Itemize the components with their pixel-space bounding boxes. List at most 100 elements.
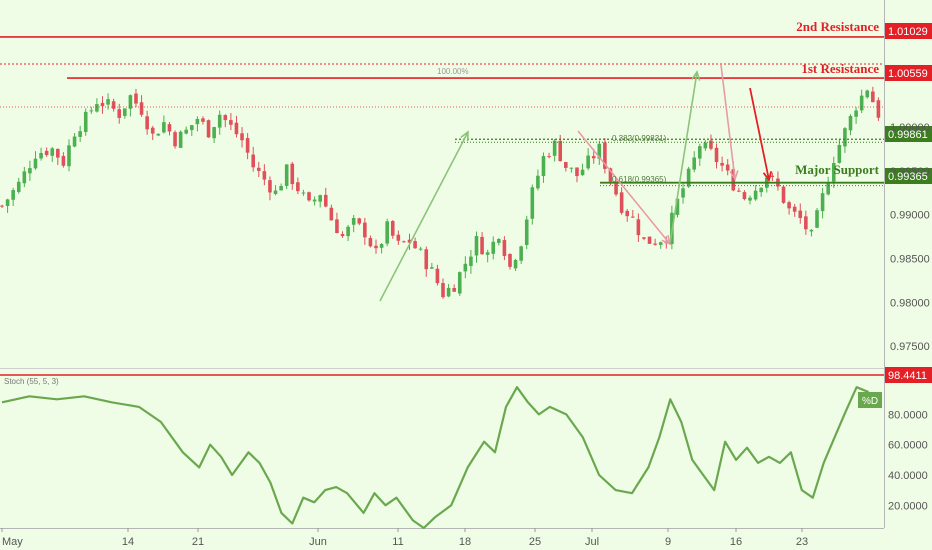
candle-body [385, 221, 389, 244]
arrow-pink-1 [577, 130, 671, 245]
candle-body [564, 162, 568, 168]
candle-body [508, 253, 512, 267]
candle-body [329, 207, 334, 221]
candle-body [547, 156, 551, 158]
candle-body [357, 218, 362, 224]
candle-body [871, 91, 875, 103]
candle-body [770, 175, 775, 178]
candle-body [134, 93, 138, 104]
candle-body [223, 115, 228, 121]
candle-body [89, 110, 94, 112]
candle-body [11, 190, 15, 200]
candle-body [653, 243, 657, 245]
annotations [0, 36, 884, 302]
candle-body [686, 168, 691, 187]
stoch-d-line [1, 386, 880, 530]
candle-body [843, 128, 847, 147]
candle-body [636, 219, 641, 236]
x-tick-label: May [2, 536, 23, 548]
candle-body [296, 182, 300, 192]
candle-body [145, 116, 149, 130]
candle-body [630, 216, 635, 218]
candle-body [502, 240, 507, 256]
candle-body [290, 163, 295, 185]
resistance-2-value: 1.01029 [888, 26, 928, 38]
x-tick-label: 9 [665, 536, 671, 548]
x-tick-label: 18 [459, 536, 471, 548]
candle-body [658, 242, 663, 245]
candle-body [184, 129, 189, 134]
candle-body [229, 120, 233, 125]
candle-body [737, 190, 741, 192]
candle-body [301, 192, 306, 194]
candle-body [552, 140, 557, 156]
candle-body [346, 226, 350, 237]
candle-body [474, 236, 479, 256]
stoch-value-tag [885, 367, 932, 383]
candle-body [469, 256, 473, 266]
candle-body [212, 127, 216, 139]
candle-body [591, 156, 596, 159]
resistance-2-tag [885, 23, 932, 39]
arrow-green-2 [669, 71, 698, 245]
candle-body [748, 197, 752, 201]
candle-body [67, 145, 71, 167]
candle-body [608, 168, 613, 182]
candle-body [0, 205, 4, 207]
candle-body [625, 210, 630, 217]
candle-body [457, 272, 462, 294]
stoch-y-tick-label: 40.0000 [888, 470, 928, 482]
candle-body [513, 259, 518, 269]
fib-100-text: 100.00% [437, 67, 469, 76]
fib-382-value: 0.99861 [888, 129, 928, 141]
candle-body [83, 111, 88, 132]
candle-body [697, 146, 702, 159]
support-tag [885, 168, 932, 184]
candle-body [491, 241, 496, 254]
candle-body [580, 169, 585, 176]
candle-body [815, 210, 819, 228]
x-tick-label: 21 [192, 536, 204, 548]
arrow-pink-2-head [729, 170, 739, 181]
candle-body [100, 102, 105, 107]
support-label: Major Support [795, 162, 880, 177]
candle-body [5, 199, 10, 207]
x-tick-label: 11 [392, 536, 403, 548]
candle-body [128, 95, 133, 109]
candle-body [809, 229, 814, 232]
candle-body [854, 110, 858, 117]
candle-body [251, 154, 256, 168]
y-tick-label: 0.99000 [890, 210, 930, 222]
candle-body [217, 114, 222, 128]
candle-body [859, 95, 864, 111]
candle-body [396, 234, 401, 241]
candle-body [530, 187, 535, 219]
candle-body [837, 144, 842, 163]
candle-body [441, 282, 445, 298]
candle-body [340, 234, 345, 237]
candle-body [206, 120, 211, 138]
support-value: 0.99365 [888, 171, 928, 183]
candle-body [586, 155, 590, 169]
candle-body [201, 118, 205, 122]
candle-body [390, 221, 395, 236]
x-tick-label: Jul [585, 536, 599, 548]
candle-body [480, 236, 484, 255]
candle-body [162, 122, 166, 133]
arrow-green-1-head [460, 130, 469, 142]
candle-body [541, 156, 546, 177]
candle-body [781, 186, 786, 203]
candle-body [424, 249, 429, 270]
candle-body [284, 164, 289, 186]
y-tick-label: 0.99500 [890, 166, 930, 178]
y-tick-label: 0.98000 [890, 297, 930, 309]
candle-body [703, 142, 708, 149]
arrow-red [749, 87, 770, 181]
candle-body [430, 267, 434, 269]
candle-body [692, 157, 697, 170]
candle-body [597, 143, 602, 159]
y-tick-label: 1.00000 [890, 122, 930, 134]
candle-body [117, 109, 122, 118]
candle-body [435, 268, 440, 284]
